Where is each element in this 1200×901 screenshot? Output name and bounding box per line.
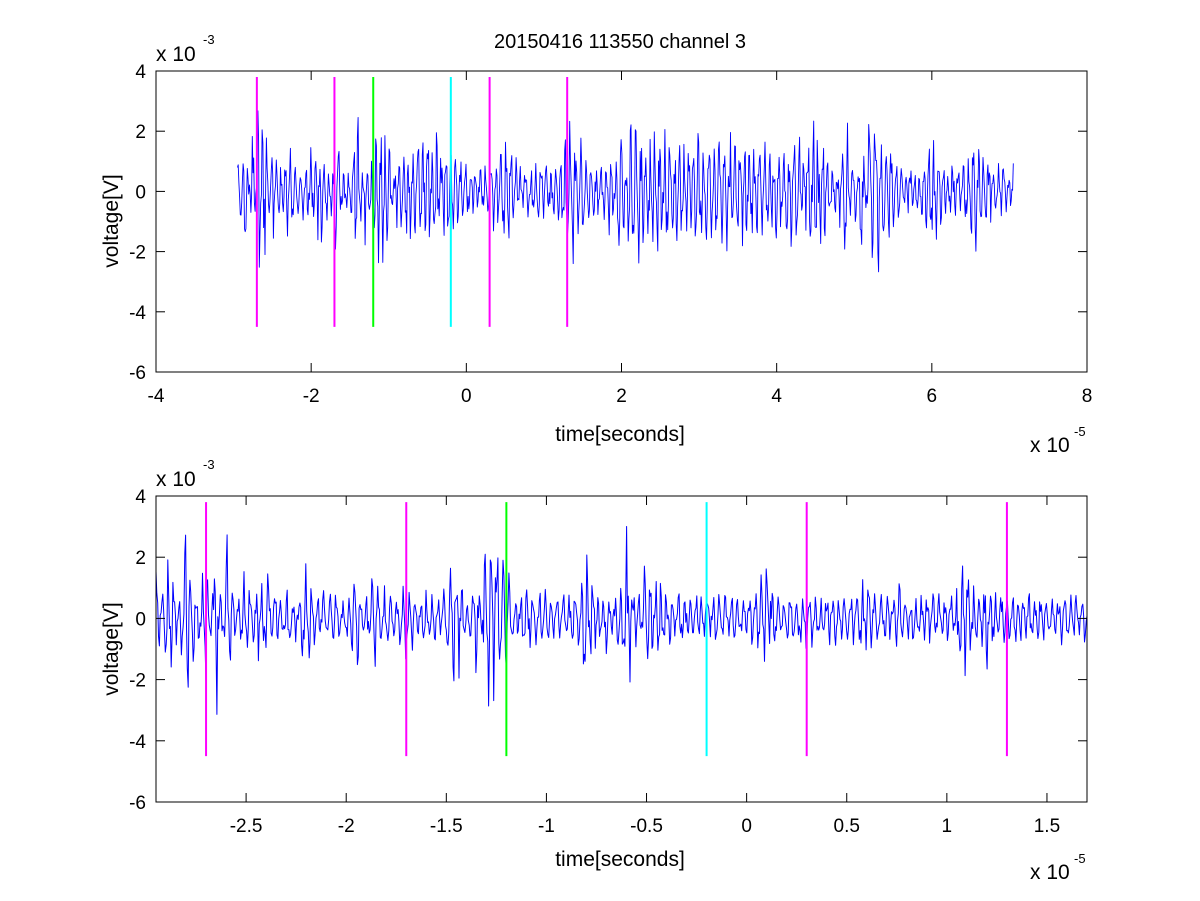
top-xticks: -4 -2 0 2 4 6 8	[148, 71, 1093, 407]
bottom-ytick-label: -6	[129, 793, 146, 814]
bottom-xtick-label: 0.5	[834, 816, 860, 837]
top-ylabel: voltage[V]	[100, 174, 123, 267]
bottom-y-multiplier-base: x 10	[156, 468, 196, 491]
top-signal-series	[237, 110, 1014, 273]
top-xtick-label: 6	[927, 386, 938, 407]
top-x-multiplier-base: x 10	[1030, 434, 1070, 457]
top-xlabel: time[seconds]	[555, 423, 685, 446]
top-y-multiplier: x 10 -3	[156, 32, 215, 66]
top-marker-layer	[255, 77, 569, 327]
top-x-multiplier: x 10 -5	[1030, 424, 1086, 457]
bottom-xtick-label: -1	[538, 816, 555, 837]
top-y-multiplier-exp: -3	[203, 32, 215, 47]
top-x-multiplier-exp: -5	[1074, 424, 1086, 439]
top-axes-box	[155, 70, 1088, 373]
bottom-ytick-label: -4	[129, 732, 146, 753]
bottom-xlabel: time[seconds]	[555, 848, 685, 871]
bottom-x-multiplier: x 10 -5	[1030, 851, 1086, 884]
top-ytick-label: 2	[135, 122, 146, 143]
bottom-x-multiplier-base: x 10	[1030, 861, 1070, 884]
bottom-xtick-label: -2.5	[230, 816, 263, 837]
bottom-xtick-label: 1	[942, 816, 953, 837]
bottom-y-multiplier-exp: -3	[203, 457, 215, 472]
bottom-yticks: -6 -4 -2 0 2 4	[129, 487, 1087, 814]
bottom-x-multiplier-exp: -5	[1074, 851, 1086, 866]
bottom-ytick-label: 2	[135, 548, 146, 569]
top-ytick-label: 4	[135, 62, 146, 83]
bottom-panel: -2.5 -2 -1.5 -1 -0.5 0 0.5 1 1.5 -6 -4 -2 0 2 4 time[…	[100, 457, 1088, 884]
bottom-ytick-label: 4	[135, 487, 146, 508]
bottom-axes-box	[155, 495, 1088, 803]
bottom-xtick-label: -0.5	[630, 816, 663, 837]
top-yticks: -6 -4 -2 0 2 4	[129, 62, 1087, 384]
top-series-layer	[237, 110, 1014, 273]
bottom-xtick-label: -2	[338, 816, 355, 837]
bottom-xtick-label: -1.5	[430, 816, 463, 837]
top-xtick-label: 2	[616, 386, 627, 407]
bottom-xticks: -2.5 -2 -1.5 -1 -0.5 0 0.5 1 1.5	[230, 496, 1060, 837]
bottom-xtick-label: 0	[741, 816, 752, 837]
top-ytick-label: -2	[129, 243, 146, 264]
bottom-y-multiplier: x 10 -3	[156, 457, 215, 491]
top-xtick-label: 4	[771, 386, 782, 407]
top-ytick-label: -6	[129, 363, 146, 384]
top-xtick-label: -2	[303, 386, 320, 407]
top-ytick-label: 0	[135, 182, 146, 203]
top-xtick-label: 0	[461, 386, 472, 407]
bottom-ytick-label: -2	[129, 671, 146, 692]
top-y-multiplier-base: x 10	[156, 43, 196, 66]
top-xtick-label: -4	[148, 386, 165, 407]
top-ytick-label: -4	[129, 303, 146, 324]
bottom-xtick-label: 1.5	[1034, 816, 1060, 837]
bottom-ylabel: voltage[V]	[100, 602, 123, 695]
bottom-ytick-label: 0	[135, 609, 146, 630]
top-xtick-label: 8	[1082, 386, 1093, 407]
bottom-marker-layer	[205, 502, 1008, 757]
bottom-signal-series	[155, 526, 1088, 715]
bottom-series-layer	[155, 526, 1088, 715]
chart-title: 20150416 113550 channel 3	[494, 31, 746, 53]
